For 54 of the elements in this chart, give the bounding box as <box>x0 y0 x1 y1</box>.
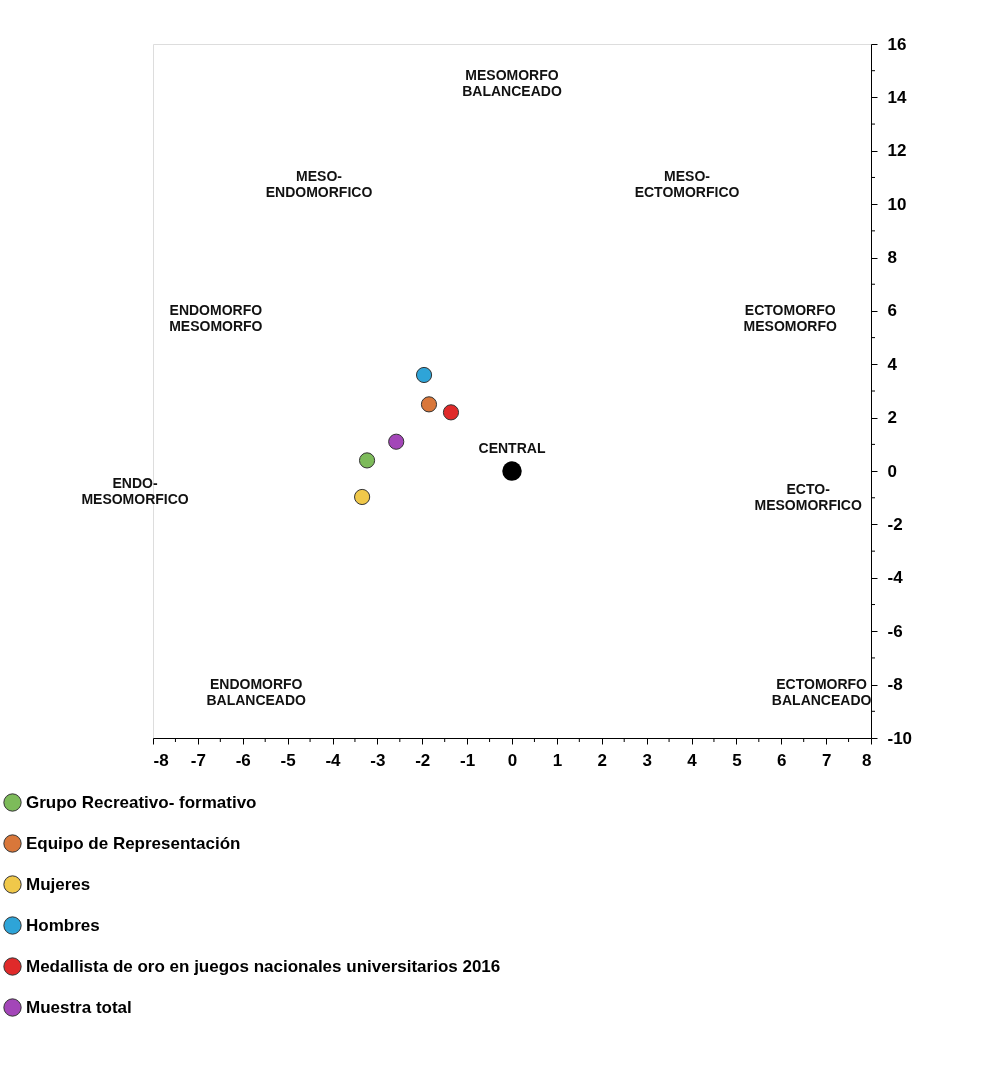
annotation: MESOMORFO BALANCEADO <box>462 67 562 100</box>
legend-label: Equipo de Representación <box>26 833 241 853</box>
x-tick-label: -5 <box>280 750 296 770</box>
y-tick-label: 6 <box>887 301 897 321</box>
annotation: ECTOMORFO BALANCEADO <box>771 675 872 708</box>
annotation: MESO- ENDOMORFICO <box>265 168 373 201</box>
y-tick-label: -4 <box>887 568 904 588</box>
x-tick-label: -1 <box>460 750 476 770</box>
x-tick-label: -2 <box>415 750 431 770</box>
y-tick-label: 12 <box>887 141 907 161</box>
x-tick-label: 6 <box>777 750 787 770</box>
y-tick-label: 2 <box>887 408 897 428</box>
legend-label: Muestra total <box>26 997 132 1017</box>
x-tick-label: 7 <box>821 750 832 770</box>
y-tick-label: -2 <box>887 514 903 534</box>
y-tick-label: 8 <box>887 248 897 268</box>
point <box>442 404 460 421</box>
y-tick-label: 10 <box>887 194 907 214</box>
y-tick-label: 14 <box>887 87 907 107</box>
annotation: ENDOMORFO MESOMORFO <box>169 301 263 334</box>
x-tick-label: 2 <box>597 750 607 770</box>
y-tick-label: 4 <box>887 354 898 374</box>
annotation: ENDOMORFO BALANCEADO <box>206 675 307 708</box>
x-tick-label: -7 <box>190 750 206 770</box>
point <box>502 461 522 481</box>
y-tick-label: 0 <box>887 461 897 481</box>
point <box>420 396 438 413</box>
x-tick-label: 3 <box>642 750 652 770</box>
point <box>354 488 371 506</box>
x-tick-label: -3 <box>370 750 386 770</box>
x-tick-label: 1 <box>552 750 563 770</box>
x-tick-label: 5 <box>732 750 742 770</box>
legend-label: Mujeres <box>26 874 91 894</box>
legend-label: Hombres <box>26 915 100 935</box>
annotation: ECTO- MESOMORFICO <box>754 480 862 513</box>
x-tick-label: -6 <box>235 750 251 770</box>
point <box>388 433 405 450</box>
legend-label: Medallista de oro en juegos nacionales universitarios 2016 <box>26 956 501 976</box>
y-tick-label: -6 <box>887 621 903 641</box>
y-tick-label: -10 <box>887 728 913 748</box>
annotation: ENDO- MESOMORFICO <box>81 475 189 508</box>
x-tick-label: 4 <box>687 750 698 770</box>
legend-label: Grupo Recreativo- formativo <box>26 792 257 812</box>
point <box>358 452 376 469</box>
x-tick-label: 8 <box>862 750 872 770</box>
point <box>415 366 433 384</box>
x-tick-label: -4 <box>325 750 342 770</box>
annotation: CENTRAL <box>478 440 546 457</box>
x-tick-label: -8 <box>153 750 169 770</box>
annotation: MESO- ECTOMORFICO <box>634 168 740 201</box>
annotation: ECTOMORFO MESOMORFO <box>743 301 837 334</box>
y-tick-label: -8 <box>887 675 903 695</box>
y-tick-label: 16 <box>887 34 907 54</box>
x-tick-label: 0 <box>507 750 518 770</box>
